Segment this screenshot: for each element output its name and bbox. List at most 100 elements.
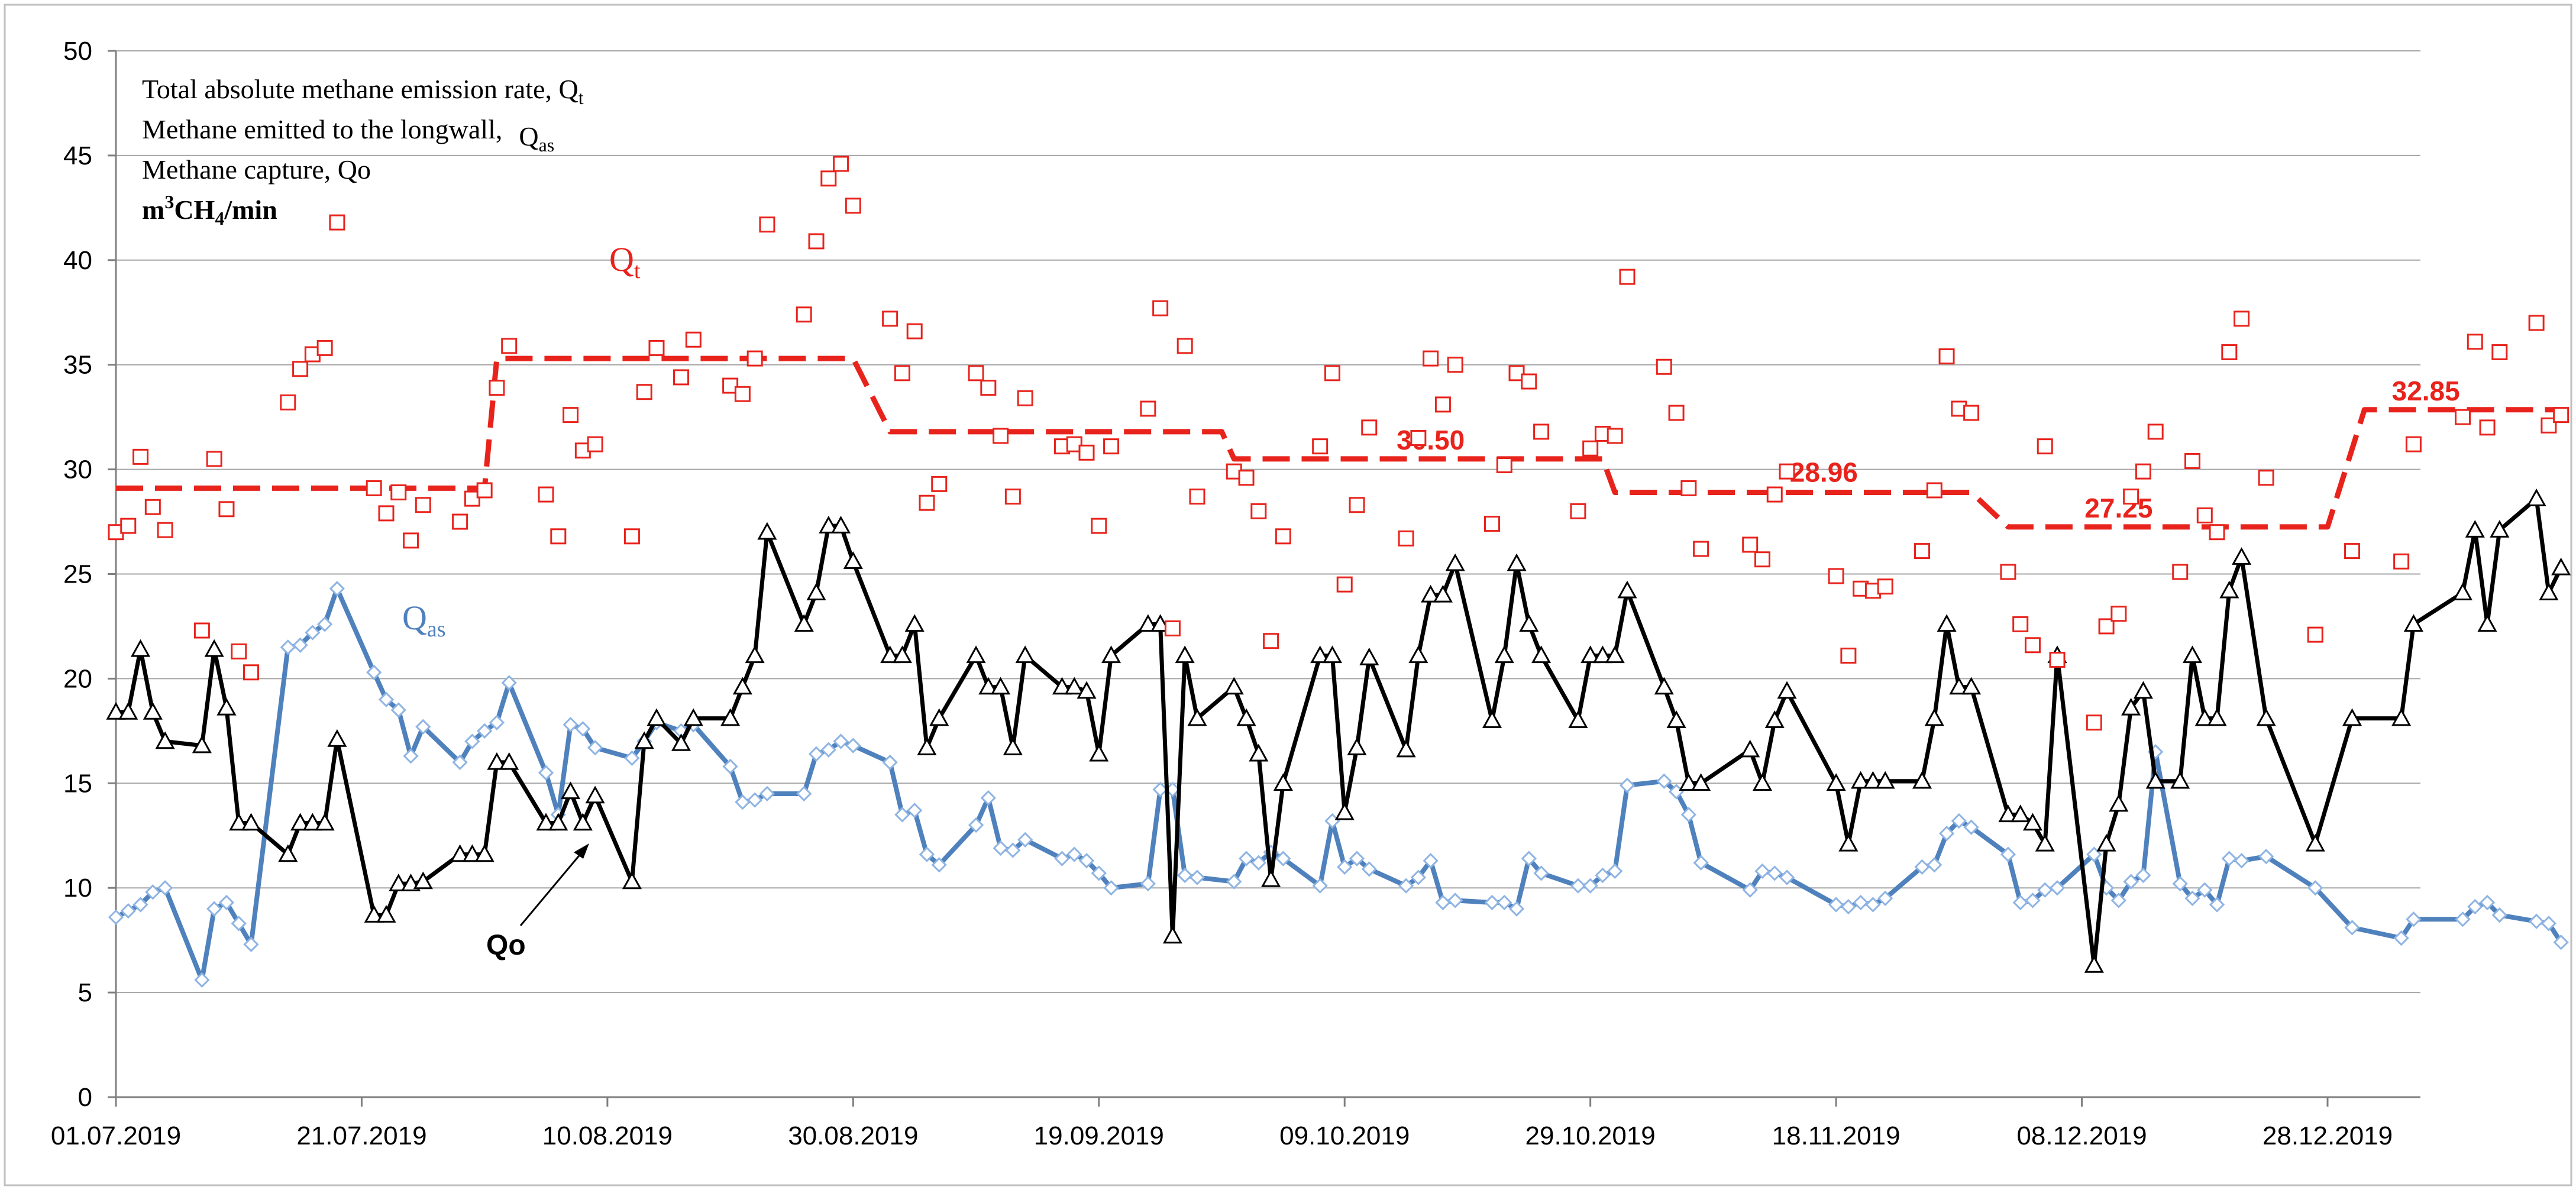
qas-point bbox=[1877, 890, 1893, 907]
qo-point bbox=[2096, 833, 2116, 852]
qas-point bbox=[1361, 861, 1377, 877]
qo-point bbox=[1949, 677, 1969, 695]
qt-point bbox=[882, 311, 898, 327]
qas-point bbox=[2553, 934, 2569, 950]
qas-point bbox=[1337, 859, 1353, 875]
qo-point bbox=[2391, 708, 2412, 726]
y-tick-label: 50 bbox=[63, 37, 92, 66]
qo-point bbox=[2256, 708, 2276, 726]
qas-point bbox=[2000, 846, 2016, 862]
qas-point bbox=[329, 581, 345, 597]
qas-point bbox=[1914, 859, 1930, 875]
qt-point bbox=[403, 532, 419, 549]
qo-point bbox=[499, 752, 519, 770]
qo-point bbox=[720, 708, 741, 726]
qo-point bbox=[2207, 708, 2227, 726]
x-tick-label: 28.12.2019 bbox=[2263, 1121, 2393, 1150]
qas-point bbox=[489, 714, 505, 730]
qo-point bbox=[647, 708, 667, 726]
chart-frame bbox=[4, 4, 2572, 1186]
qo-point bbox=[118, 701, 138, 720]
y-tick-label: 45 bbox=[63, 141, 92, 170]
qas-point bbox=[2479, 894, 2496, 911]
y-tick-label: 25 bbox=[63, 560, 92, 589]
qas-point bbox=[1693, 855, 1709, 871]
qo-point bbox=[1851, 771, 1871, 789]
qas-point bbox=[1582, 878, 1598, 894]
qo-point bbox=[1396, 739, 1416, 758]
qas-point bbox=[624, 750, 640, 766]
qt-point bbox=[1693, 541, 1709, 557]
qas-point bbox=[759, 785, 775, 802]
qt-point bbox=[2209, 524, 2225, 541]
qo-point bbox=[634, 731, 654, 749]
qas-point bbox=[1312, 878, 1328, 894]
qas-point bbox=[993, 840, 1009, 856]
qo-point bbox=[1433, 584, 1453, 603]
qas-point bbox=[538, 765, 554, 781]
qas-point bbox=[845, 738, 861, 754]
qt-point bbox=[1410, 430, 1427, 447]
qt-point bbox=[231, 643, 247, 659]
qt-point bbox=[2479, 419, 2496, 436]
qo-point bbox=[745, 645, 765, 664]
qas-point bbox=[366, 664, 382, 680]
qo-point bbox=[1826, 773, 1846, 791]
qo-point bbox=[1777, 681, 1797, 699]
qt-point bbox=[2528, 315, 2545, 331]
qo-point bbox=[487, 752, 507, 770]
qt-point bbox=[1263, 633, 1279, 649]
qo-point bbox=[561, 781, 581, 800]
qas-point bbox=[2037, 882, 2053, 898]
qt-point bbox=[366, 480, 382, 496]
y-tick-label: 10 bbox=[63, 874, 92, 903]
qas-point bbox=[157, 880, 173, 896]
qas-point bbox=[1005, 842, 1021, 858]
qas-point bbox=[1078, 853, 1095, 869]
qt-point bbox=[1189, 489, 1205, 505]
qt-point bbox=[993, 428, 1009, 444]
qt-point bbox=[1078, 444, 1095, 461]
qt-point bbox=[1398, 530, 1414, 547]
qo-point bbox=[327, 729, 347, 747]
qo-point bbox=[2194, 708, 2215, 726]
qo-point bbox=[1519, 614, 1539, 632]
qt-point bbox=[550, 528, 567, 545]
qas-point bbox=[2541, 916, 2557, 932]
qo-point bbox=[683, 708, 703, 726]
qas-point bbox=[882, 754, 898, 771]
qas-point bbox=[280, 639, 296, 655]
qas-point bbox=[292, 637, 308, 653]
qt-point bbox=[329, 214, 345, 231]
qas-point bbox=[722, 758, 738, 775]
qas-point bbox=[1349, 851, 1365, 866]
qo-point bbox=[1015, 645, 1035, 664]
qas-point bbox=[1680, 807, 1696, 823]
qt-point bbox=[1914, 543, 1931, 560]
qo-point bbox=[1421, 584, 1441, 603]
qt-point bbox=[2196, 507, 2213, 523]
qo-point bbox=[929, 708, 949, 726]
qas-point bbox=[390, 702, 406, 718]
qas-point bbox=[1607, 863, 1623, 879]
qas-point bbox=[1275, 851, 1291, 866]
qt-point bbox=[1754, 551, 1770, 568]
y-tick-label: 0 bbox=[78, 1083, 92, 1112]
qo-point bbox=[1691, 773, 1711, 791]
qt-point bbox=[1680, 480, 1697, 496]
qt-mean-label: 32.85 bbox=[2392, 376, 2460, 406]
qas-point bbox=[464, 733, 480, 749]
qo-point bbox=[880, 645, 900, 664]
qo-point bbox=[1162, 926, 1182, 944]
qas-point bbox=[2123, 874, 2139, 890]
qo-point bbox=[585, 785, 605, 804]
qas-point bbox=[2221, 851, 2237, 866]
qas-point bbox=[919, 846, 935, 862]
qo-point bbox=[843, 551, 863, 569]
qo-point bbox=[241, 813, 261, 831]
qas-point bbox=[2172, 876, 2188, 892]
qas-point bbox=[1840, 898, 1857, 915]
qas-point bbox=[1742, 882, 1758, 898]
qt-point bbox=[833, 156, 849, 172]
qt-point bbox=[2344, 543, 2361, 560]
